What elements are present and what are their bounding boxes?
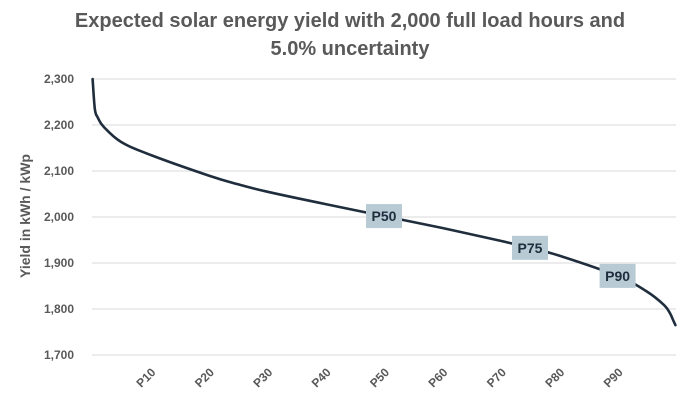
gridlines	[92, 78, 676, 356]
x-tick-label-3: P40	[309, 365, 334, 390]
chart-title-line-2: 5.0% uncertainty	[271, 38, 431, 60]
x-tick-label-0: P10	[134, 365, 159, 390]
annotation-box-0	[366, 204, 402, 229]
percentile-annotations: P50 P75 P90	[366, 204, 636, 288]
annotation-box-2	[599, 263, 636, 288]
x-tick-label-7: P80	[542, 365, 567, 390]
x-tick-label-8: P90	[601, 365, 626, 390]
x-tick-labels: P10 P20 P30 P40 P50 P60 P70 P80 P90	[134, 365, 626, 390]
y-tick-label-5: 2,200	[44, 118, 74, 132]
y-axis-label: Yield in kWh / kWp	[17, 154, 33, 278]
chart-title-line-1: Expected solar energy yield with 2,000 f…	[75, 10, 625, 32]
x-tick-label-6: P70	[484, 365, 509, 390]
x-tick-label-2: P30	[250, 365, 275, 390]
annotation-label-0: P50	[372, 208, 397, 224]
y-tick-label-4: 2,100	[44, 164, 74, 178]
annotation-p75: P75	[512, 235, 548, 260]
y-tick-label-6: 2,300	[44, 72, 74, 86]
x-tick-label-5: P60	[426, 365, 451, 390]
series-line-0	[91, 77, 677, 327]
x-tick-label-1: P20	[192, 365, 217, 390]
annotation-p90: P90	[599, 263, 636, 288]
y-tick-label-0: 1,700	[44, 348, 74, 362]
series-layer	[91, 77, 677, 327]
annotation-label-2: P90	[605, 268, 630, 284]
y-tick-label-2: 1,900	[44, 256, 74, 270]
annotation-box-1	[512, 235, 548, 260]
y-tick-labels: 1,700 1,800 1,900 2,000 2,100 2,200 2,300	[44, 72, 74, 362]
y-tick-label-3: 2,000	[44, 210, 74, 224]
x-tick-label-4: P50	[367, 365, 392, 390]
annotation-label-1: P75	[518, 240, 543, 256]
y-tick-label-1: 1,800	[44, 302, 74, 316]
annotation-p50: P50	[366, 204, 402, 229]
